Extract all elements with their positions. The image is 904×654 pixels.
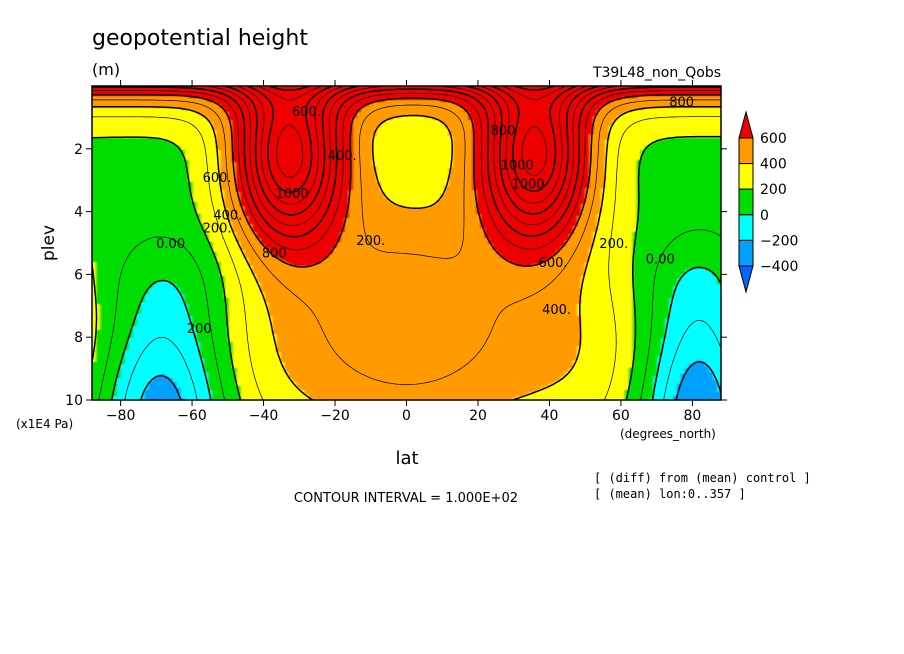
contour-line xyxy=(92,135,721,400)
contour-label: 600. xyxy=(539,256,568,271)
colorbar-label: 200 xyxy=(760,182,787,198)
contour-label: 1000 xyxy=(511,177,544,192)
contour-line xyxy=(139,360,721,400)
contour-label: 0.00 xyxy=(646,253,675,268)
contour-line xyxy=(92,116,721,400)
y-tick-label: 2 xyxy=(74,142,83,158)
y-axis: 2 4 6 8 10 xyxy=(65,142,727,409)
y-axis-units: (x1E4 Pa) xyxy=(16,417,73,431)
colorbar-label: 0 xyxy=(760,208,769,224)
contour-label: 800 xyxy=(262,246,287,261)
contour-line xyxy=(257,86,567,178)
x-axis-label: lat xyxy=(395,448,418,469)
colorbar-swatch xyxy=(738,163,754,190)
contour-label: 600. xyxy=(203,171,232,186)
contour-label: 400. xyxy=(328,149,357,164)
x-axis-units: (degrees_north) xyxy=(620,427,716,441)
x-tick-label: −20 xyxy=(320,408,350,424)
contour-line xyxy=(92,86,721,238)
contour-label: 400. xyxy=(542,303,571,318)
y-axis-label: plev xyxy=(39,225,59,261)
colorbar: 600 400 200 0 −200 −400 xyxy=(738,110,798,294)
contour-line xyxy=(92,105,721,400)
contour-label: 200. xyxy=(203,221,232,236)
colorbar-label: 400 xyxy=(760,157,787,173)
contour-label: 1000 xyxy=(501,159,534,174)
contour-labels: 600.800600.400.100080010001000400.200.20… xyxy=(156,96,694,337)
contour-label: 200 xyxy=(187,322,212,337)
contour-label: 0.00 xyxy=(156,237,185,252)
y-tick-label: 6 xyxy=(74,267,83,283)
contour-label: 400. xyxy=(213,209,242,224)
x-tick-label: 80 xyxy=(683,408,701,424)
run-label: T39L48_non_Qobs xyxy=(592,65,721,81)
contour-label: 200. xyxy=(599,237,628,252)
y-tick-label: 10 xyxy=(65,393,83,409)
colorbar-swatch xyxy=(738,214,754,241)
contour-lines xyxy=(92,86,721,400)
colorbar-label: −200 xyxy=(760,233,798,249)
contour-label: 600. xyxy=(292,105,321,120)
contour-line xyxy=(92,90,721,251)
x-tick-label: 60 xyxy=(612,408,630,424)
y-tick-label: 4 xyxy=(74,205,83,221)
contour-interval: CONTOUR INTERVAL = 1.000E+02 xyxy=(294,491,518,506)
chart-units: (m) xyxy=(92,60,120,79)
colorbar-swatch xyxy=(738,239,754,267)
y-tick-label: 8 xyxy=(74,330,83,346)
note-mean: [ (mean) lon:0..357 ] xyxy=(594,487,746,501)
contour-label: 800 xyxy=(669,96,694,111)
contour-line xyxy=(110,266,721,400)
x-tick-label: −80 xyxy=(106,408,136,424)
colorbar-swatch xyxy=(738,188,754,216)
x-axis: −80 −60 −40 −20 0 20 40 60 80 xyxy=(106,80,701,424)
x-tick-label: 40 xyxy=(541,408,559,424)
colorbar-swatch xyxy=(738,265,754,294)
contour-line xyxy=(98,229,721,400)
x-tick-label: −60 xyxy=(177,408,207,424)
x-tick-label: 20 xyxy=(469,408,487,424)
x-tick-label: 0 xyxy=(402,408,411,424)
x-tick-label: −40 xyxy=(249,408,279,424)
contour-label: 200. xyxy=(356,234,385,249)
note-diff: [ (diff) from (mean) control ] xyxy=(594,471,811,485)
colorbar-label: 600 xyxy=(760,131,787,147)
contour-line xyxy=(92,99,721,385)
contour-label: 800 xyxy=(491,124,516,139)
colorbar-label: −400 xyxy=(760,259,798,275)
contour-label: 1000 xyxy=(276,187,309,202)
colorbar-swatch xyxy=(738,137,754,165)
contour-line xyxy=(124,319,721,400)
colorbar-swatch xyxy=(738,110,754,139)
chart-title: geopotential height xyxy=(92,26,308,51)
contour-line xyxy=(92,94,721,268)
contour-field xyxy=(92,86,721,400)
